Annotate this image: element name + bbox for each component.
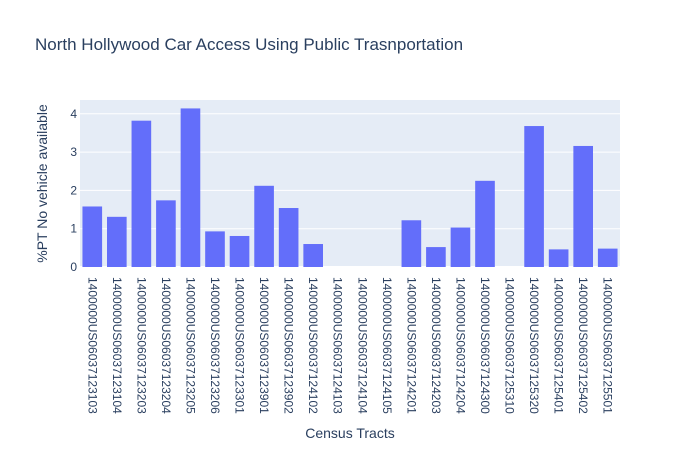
- y-axis-title: %PT No vehicle available: [34, 104, 50, 263]
- x-tick-label: 1400000US06037123204: [159, 277, 173, 414]
- x-tick-label: 1400000US06037124300: [478, 277, 492, 414]
- y-tick-label: 2: [70, 183, 77, 197]
- bar: [180, 108, 201, 267]
- x-tick-label: 1400000US06037123203: [134, 277, 148, 414]
- bar: [524, 126, 544, 267]
- x-tick-label: 1400000US06037123103: [85, 277, 99, 414]
- bar: [82, 206, 103, 267]
- y-tick-label: 4: [70, 107, 77, 121]
- y-tick-label: 1: [70, 222, 77, 236]
- x-tick-label: 1400000US06037124104: [355, 277, 369, 414]
- x-tick-label: 1400000US06037125501: [601, 277, 615, 414]
- chart-title: North Hollywood Car Access Using Public …: [35, 35, 463, 54]
- bar: [229, 235, 250, 267]
- x-axis-title: Census Tracts: [305, 425, 394, 441]
- y-tick-label: 3: [70, 145, 77, 159]
- bar: [205, 231, 225, 267]
- x-tick-label: 1400000US06037123206: [208, 277, 222, 414]
- bar: [303, 244, 323, 267]
- bar: [156, 200, 176, 267]
- bar: [131, 120, 152, 267]
- x-tick-label: 1400000US06037124203: [429, 277, 443, 414]
- x-tick-label: 1400000US06037125402: [576, 277, 590, 414]
- y-tick-label: 0: [70, 260, 77, 274]
- x-tick-label: 1400000US06037124201: [404, 277, 418, 414]
- x-tick-label: 1400000US06037124105: [380, 277, 394, 414]
- x-tick-label: 1400000US06037123205: [183, 277, 197, 414]
- x-tick-label: 1400000US06037123902: [282, 277, 296, 414]
- x-tick-label: 1400000US06037124204: [453, 277, 467, 414]
- bar: [254, 185, 274, 267]
- x-tick-label: 1400000US06037123301: [233, 277, 247, 414]
- bar: [475, 180, 495, 267]
- bar: [573, 145, 593, 267]
- bar: [278, 208, 299, 267]
- bar: [107, 216, 127, 267]
- bar: [597, 248, 618, 267]
- bar: [548, 249, 569, 267]
- bar: [450, 227, 471, 267]
- x-tick-label: 1400000US06037125310: [503, 277, 517, 414]
- x-tick-label: 1400000US06037125320: [527, 277, 541, 414]
- bar: [401, 220, 422, 267]
- x-tick-label: 1400000US06037125401: [552, 277, 566, 414]
- bars: [82, 108, 618, 267]
- bar: [426, 247, 446, 267]
- x-tick-label: 1400000US06037123104: [110, 277, 124, 414]
- x-axis-ticks: 1400000US06037123103 1400000US06037123104…: [85, 277, 614, 414]
- x-tick-label: 1400000US06037123901: [257, 277, 271, 414]
- y-axis-ticks: 0 1 2 3 4: [70, 107, 77, 274]
- x-tick-label: 1400000US06037124103: [331, 277, 345, 414]
- x-tick-label: 1400000US06037124102: [306, 277, 320, 414]
